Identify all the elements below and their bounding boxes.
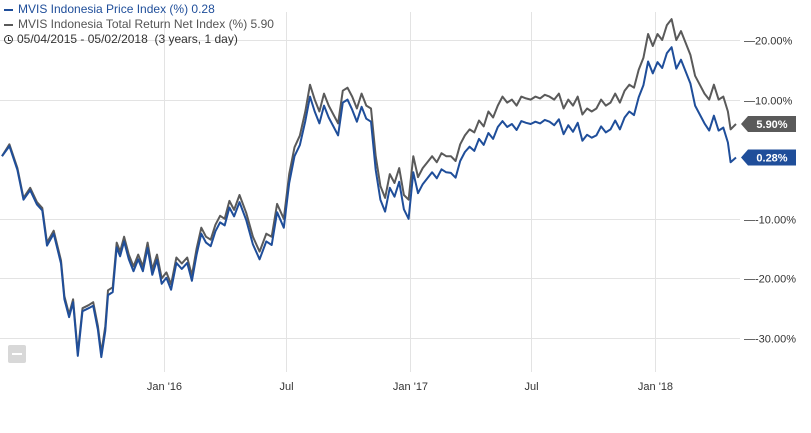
legend-label-total: MVIS Indonesia Total Return Net Index (%… <box>18 17 274 31</box>
grid-lines <box>0 12 740 372</box>
x-tick-label: Jul <box>524 381 538 393</box>
series-line-0[interactable] <box>1 18 737 354</box>
x-tick-label: Jan '17 <box>393 381 428 393</box>
legend-swatch-total <box>4 23 13 26</box>
legend-label-price: MVIS Indonesia Price Index (%) 0.28 <box>18 2 215 16</box>
last-value-tag-1: 0.28% <box>741 149 796 166</box>
legend: MVIS Indonesia Price Index (%) 0.28 MVIS… <box>4 2 274 47</box>
x-tick-label: Jan '16 <box>147 381 182 393</box>
y-tick-label: —10.00% <box>744 96 793 108</box>
last-value-tag-0: 5.90% <box>741 116 796 133</box>
date-range-duration: (3 years, 1 day) <box>154 32 238 46</box>
clock-icon <box>4 35 13 44</box>
y-axis: —20.00% —10.00% —-10.00% —-20.00% —-30.00% <box>744 36 796 346</box>
legend-swatch-price <box>4 8 13 11</box>
last-value-label-1: 0.28% <box>756 153 787 165</box>
legend-item-total-return[interactable]: MVIS Indonesia Total Return Net Index (%… <box>4 17 274 32</box>
last-value-tags: 5.90% 0.28% <box>741 116 796 166</box>
y-tick-label: —-20.00% <box>744 274 796 286</box>
legend-item-price-index[interactable]: MVIS Indonesia Price Index (%) 0.28 <box>4 2 274 17</box>
series-line-1[interactable] <box>1 46 737 359</box>
y-tick-label: —-30.00% <box>744 334 796 346</box>
date-range: 05/04/2015 - 05/02/2018 (3 years, 1 day) <box>4 32 274 47</box>
x-tick-label: Jan '18 <box>638 381 673 393</box>
x-axis: Jan '16 Jul Jan '17 Jul Jan '18 <box>147 381 673 393</box>
collapse-icon[interactable] <box>8 345 26 363</box>
x-tick-label: Jul <box>279 381 293 393</box>
date-range-text: 05/04/2015 - 05/02/2018 <box>17 32 148 46</box>
y-tick-label: —-10.00% <box>744 215 796 227</box>
series-lines <box>1 18 737 359</box>
last-value-label-0: 5.90% <box>756 119 787 131</box>
y-tick-label: —20.00% <box>744 36 793 48</box>
